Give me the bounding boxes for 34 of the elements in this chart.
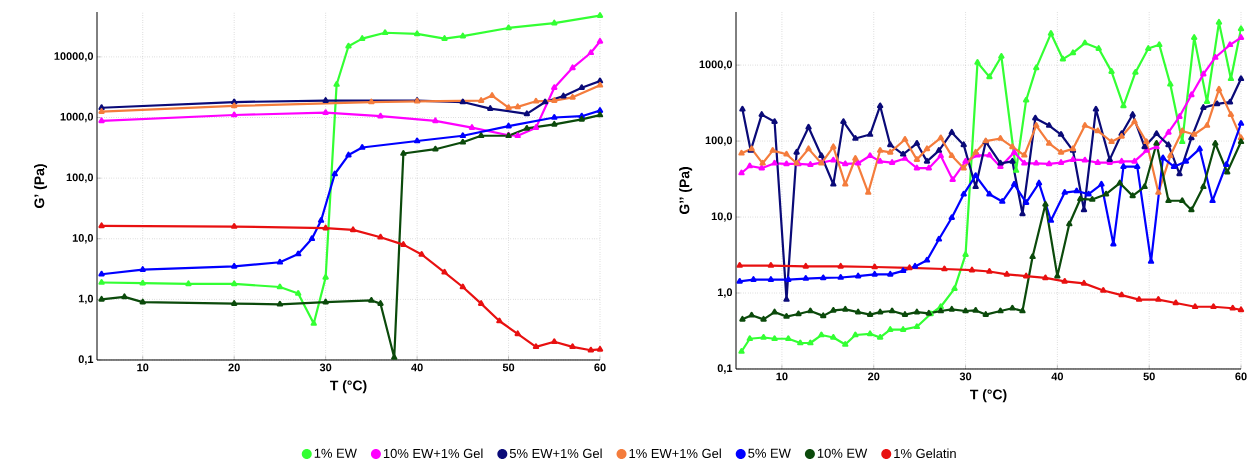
y-axis-title: G’ (Pa) [34,164,48,208]
x-tick-label: 40 [1051,372,1064,381]
y-axis-title: G’’ (Pa) [679,167,693,215]
legend-label: 5% EW [748,448,791,458]
legend-label: 1% EW [314,448,357,458]
legend-label: 10% EW [817,448,868,458]
x-tick-label: 50 [502,363,515,372]
x-tick-label: 50 [1143,372,1155,381]
x-tick-label: 60 [594,363,606,372]
y-tick-label: 1,0 [717,288,733,298]
x-tick-label: 30 [959,372,972,381]
y-tick-label: 1000,0 [60,112,94,123]
y-tick-label: 10000,0 [54,52,94,62]
x-tick-label: 40 [411,363,423,372]
y-tick-label: 1,0 [78,294,94,305]
x-axis-title: T (°C) [970,389,1007,403]
y-tick-label: 10,0 [72,234,94,244]
legend-label: 1% EW+1% Gel [629,448,721,459]
y-tick-label: 0,1 [78,355,94,365]
x-tick-label: 20 [868,372,880,381]
y-tick-label: 1000,0 [699,60,733,70]
y-tick-label: 100,0 [705,136,733,146]
x-tick-label: 20 [228,363,240,372]
x-tick-label: 10 [137,363,149,372]
y-tick-label: 0,1 [717,364,733,374]
x-axis-title: T (°C) [329,380,367,394]
legend-label: 1% Gelatin [894,448,956,459]
x-tick-label: 10 [776,372,788,381]
x-tick-label: 30 [319,363,332,372]
y-tick-label: 100,0 [66,173,94,183]
legend-label: 5% EW+1% Gel [509,448,602,459]
x-tick-label: 60 [1235,372,1247,381]
y-tick-label: 10,0 [711,212,733,222]
legend-label: 10% EW+1% Gel [383,448,483,459]
